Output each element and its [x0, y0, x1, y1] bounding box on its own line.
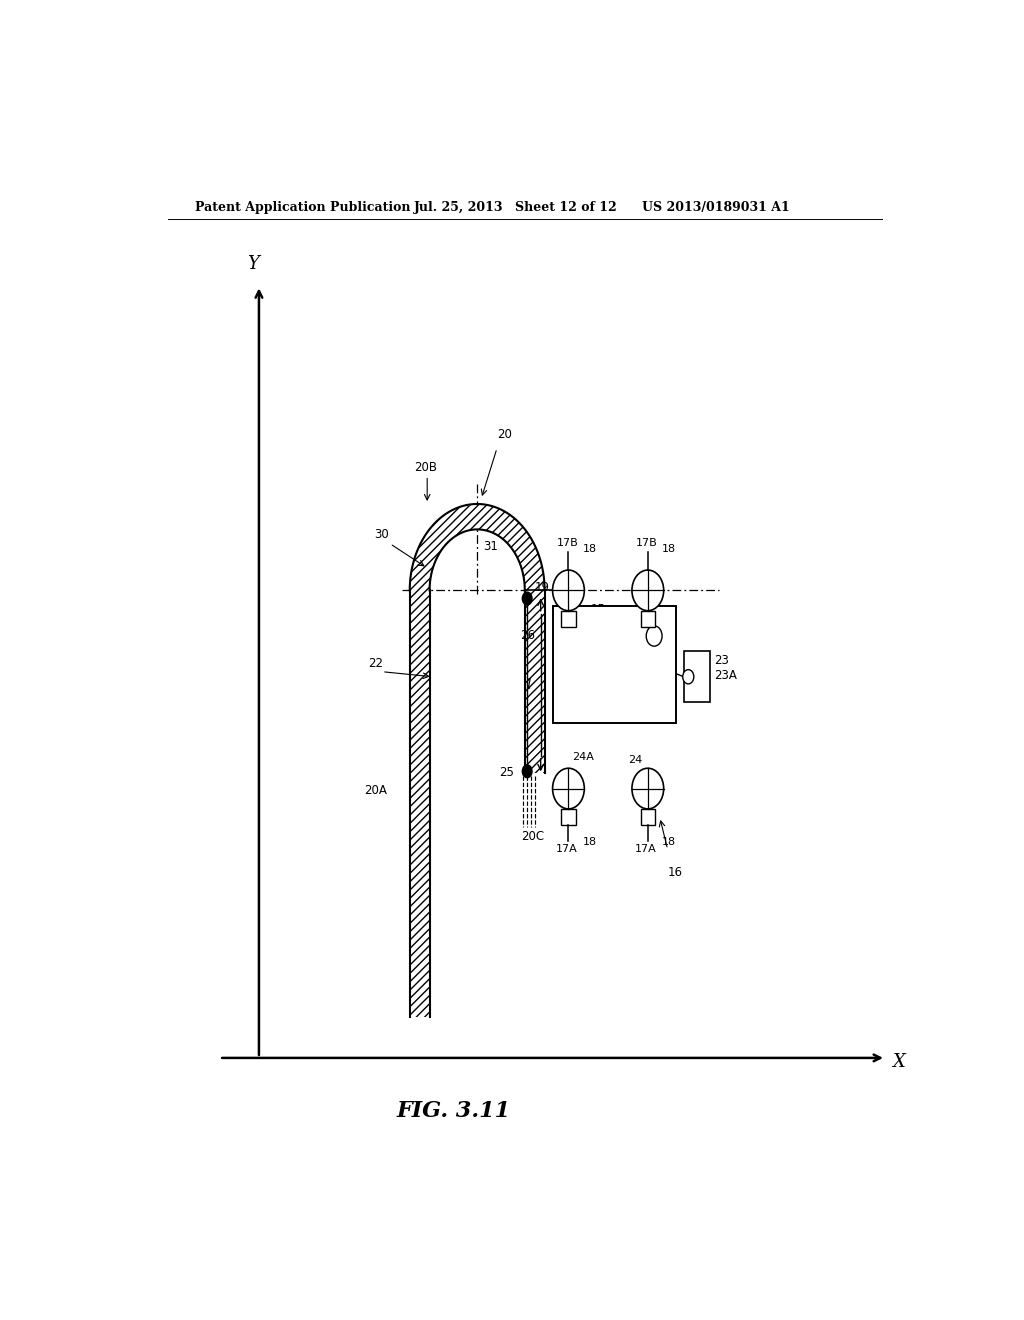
- Text: 17B: 17B: [557, 537, 579, 548]
- Text: 17A: 17A: [635, 843, 656, 854]
- Text: 24: 24: [628, 755, 642, 766]
- Circle shape: [646, 626, 663, 647]
- Circle shape: [683, 669, 694, 684]
- Text: 15: 15: [591, 603, 605, 615]
- Bar: [410, 590, 430, 1018]
- Circle shape: [521, 764, 532, 779]
- Polygon shape: [410, 504, 545, 590]
- Bar: [553, 606, 676, 722]
- Circle shape: [553, 570, 585, 611]
- Bar: [641, 611, 655, 627]
- Text: 20C: 20C: [521, 830, 544, 843]
- Text: l: l: [526, 678, 531, 692]
- Text: Jul. 25, 2013: Jul. 25, 2013: [414, 201, 503, 214]
- Text: 18: 18: [663, 837, 676, 847]
- Text: Patent Application Publication: Patent Application Publication: [196, 201, 411, 214]
- Circle shape: [632, 768, 664, 809]
- Text: X: X: [892, 1053, 905, 1071]
- Text: 22: 22: [369, 656, 383, 669]
- Bar: [641, 809, 655, 825]
- Text: 18: 18: [663, 544, 676, 554]
- Text: 23: 23: [714, 653, 728, 667]
- Bar: [524, 590, 545, 774]
- Text: 17A: 17A: [556, 843, 578, 854]
- Bar: [561, 809, 575, 825]
- Text: 31: 31: [483, 540, 499, 553]
- Circle shape: [553, 768, 585, 809]
- Text: 20A: 20A: [364, 784, 387, 797]
- Text: 30: 30: [374, 528, 389, 540]
- Text: x: x: [635, 626, 642, 639]
- Text: 20: 20: [497, 428, 512, 441]
- Text: 25: 25: [500, 767, 514, 779]
- Text: 24A: 24A: [572, 752, 594, 762]
- Text: Y: Y: [247, 255, 258, 273]
- Text: FIG. 3.11: FIG. 3.11: [396, 1100, 510, 1122]
- Circle shape: [521, 591, 532, 606]
- Text: US 2013/0189031 A1: US 2013/0189031 A1: [642, 201, 790, 214]
- Text: 20B: 20B: [414, 462, 436, 474]
- Text: 23A: 23A: [714, 669, 736, 682]
- Text: Sheet 12 of 12: Sheet 12 of 12: [515, 201, 617, 214]
- Text: 24B: 24B: [634, 619, 657, 632]
- Circle shape: [632, 570, 664, 611]
- Text: y: y: [613, 693, 620, 706]
- Text: 18: 18: [583, 544, 597, 554]
- Text: 19: 19: [535, 581, 549, 594]
- Bar: [684, 651, 710, 702]
- Text: 18: 18: [583, 837, 597, 847]
- Text: 17B: 17B: [636, 537, 657, 548]
- Text: 16: 16: [668, 866, 683, 879]
- Text: 26: 26: [520, 630, 535, 642]
- Bar: [561, 611, 575, 627]
